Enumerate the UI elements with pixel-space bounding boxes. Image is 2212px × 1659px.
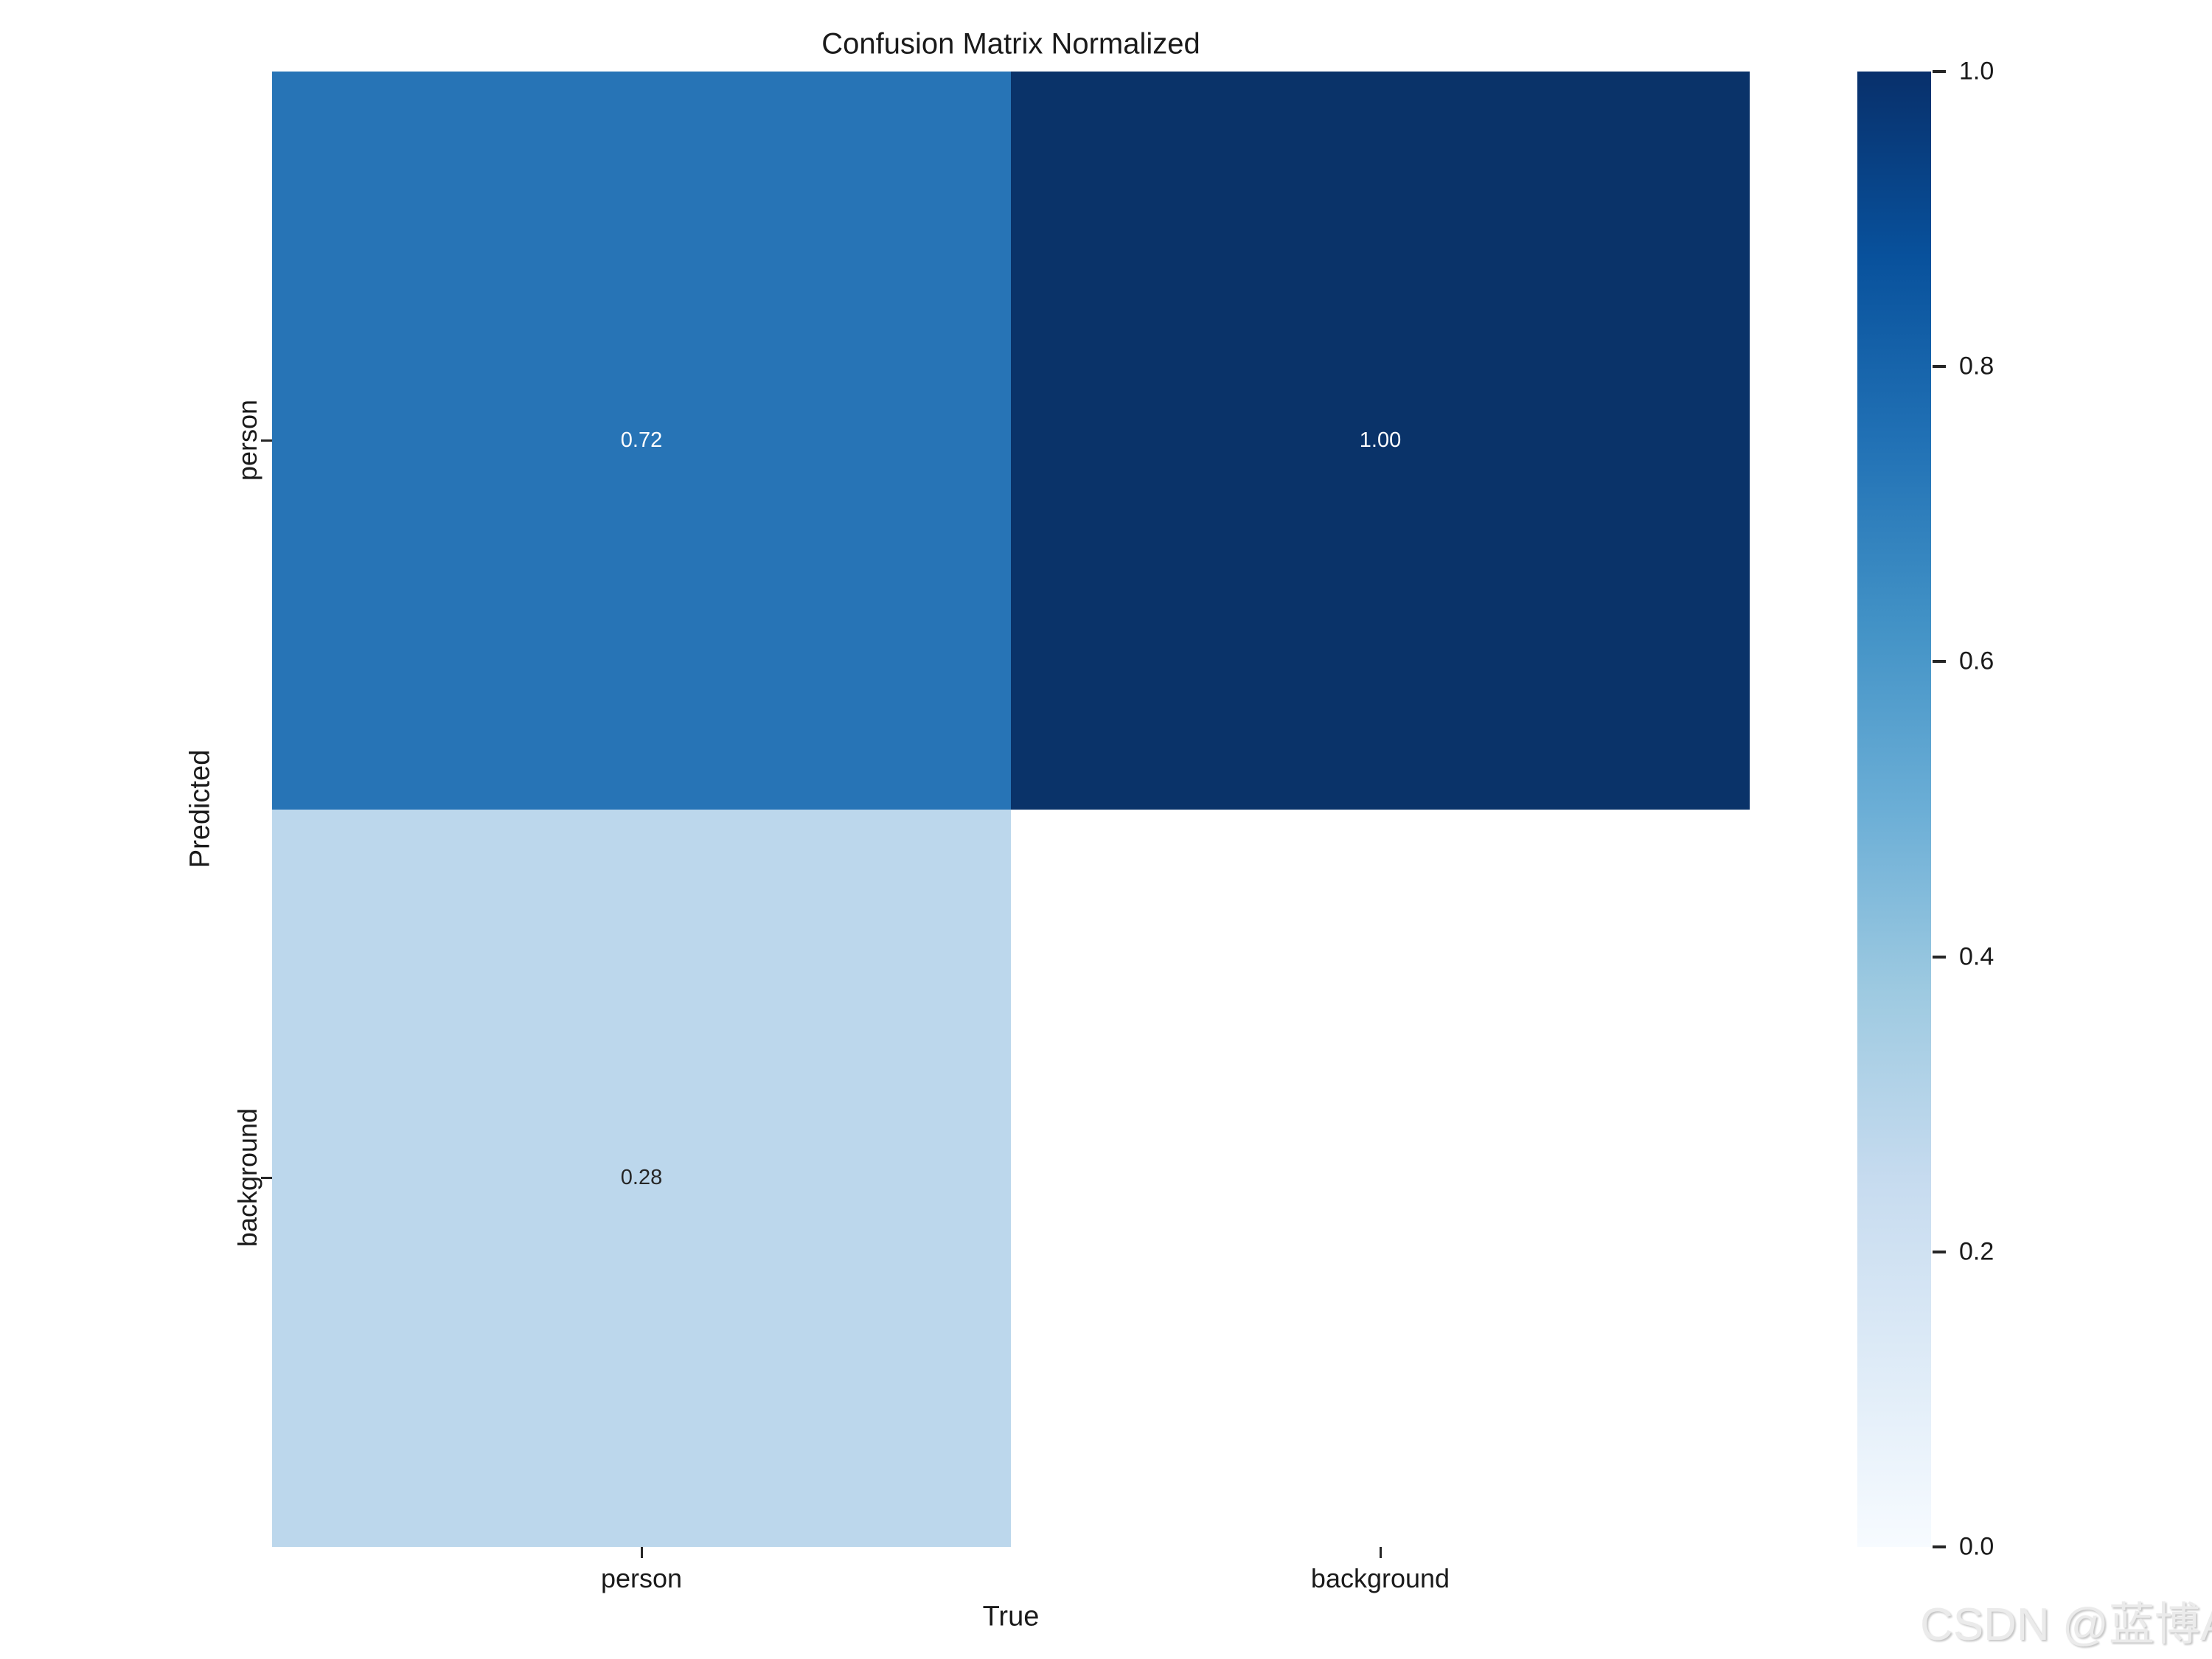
cell-value: 0.28 bbox=[620, 1166, 663, 1190]
y-tick-background bbox=[261, 1177, 272, 1179]
x-tick-background bbox=[1380, 1547, 1382, 1558]
x-axis-label: True bbox=[982, 1601, 1040, 1632]
x-tick-label-background: background bbox=[1310, 1563, 1450, 1593]
colorbar-label-0.6: 0.6 bbox=[1959, 647, 1994, 675]
colorbar-tick-0.0 bbox=[1933, 1545, 1946, 1548]
chart-title: Confusion Matrix Normalized bbox=[821, 27, 1200, 60]
cell-pred-background-true-person: 0.28 bbox=[272, 809, 1011, 1547]
colorbar-tick-1.0 bbox=[1933, 70, 1946, 73]
cell-pred-person-true-background: 1.00 bbox=[1011, 72, 1750, 810]
colorbar-label-0.8: 0.8 bbox=[1959, 352, 1994, 380]
cell-value: 1.00 bbox=[1359, 428, 1402, 452]
x-tick-label-person: person bbox=[600, 1563, 683, 1593]
colorbar-tick-0.2 bbox=[1933, 1251, 1946, 1253]
y-tick-person bbox=[261, 439, 272, 442]
colorbar-label-1.0: 1.0 bbox=[1959, 57, 1994, 86]
x-tick-person bbox=[641, 1547, 643, 1558]
cell-pred-background-true-background bbox=[1011, 809, 1750, 1547]
colorbar-tick-0.4 bbox=[1933, 956, 1946, 959]
colorbar-tick-0.8 bbox=[1933, 365, 1946, 368]
cell-value: 0.72 bbox=[620, 428, 663, 452]
colorbar-label-0.0: 0.0 bbox=[1959, 1532, 1994, 1561]
colorbar-label-0.2: 0.2 bbox=[1959, 1237, 1994, 1266]
y-axis-label: Predicted bbox=[184, 749, 216, 869]
csdn-watermark: CSDN @蓝博AI bbox=[1920, 1599, 2212, 1650]
cell-pred-person-true-person: 0.72 bbox=[272, 72, 1011, 810]
colorbar bbox=[1857, 72, 1931, 1547]
colorbar-label-0.4: 0.4 bbox=[1959, 942, 1994, 971]
heatmap: 0.72 1.00 0.28 bbox=[272, 72, 1750, 1547]
y-tick-label-person: person bbox=[232, 399, 262, 481]
colorbar-tick-0.6 bbox=[1933, 660, 1946, 663]
y-tick-label-background: background bbox=[232, 1107, 262, 1248]
